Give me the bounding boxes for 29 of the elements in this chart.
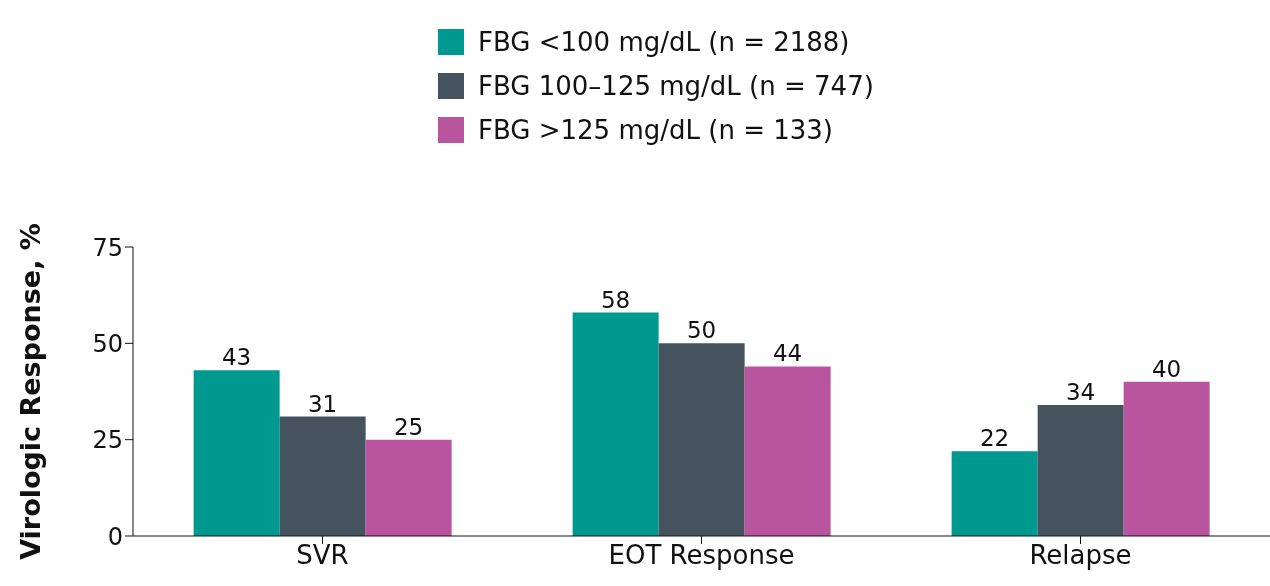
- y-tick-label: 0: [107, 522, 123, 551]
- data-label: 31: [308, 390, 338, 417]
- data-label: 40: [1152, 355, 1182, 382]
- data-label: 50: [687, 317, 717, 344]
- legend-label: FBG 100–125 mg/dL (n = 747): [478, 71, 874, 101]
- data-label: 22: [980, 425, 1010, 452]
- bar: [658, 343, 745, 536]
- bar: [572, 312, 659, 536]
- x-tick-label: Relapse: [1029, 540, 1132, 571]
- data-label: 25: [394, 413, 424, 440]
- legend-label: FBG <100 mg/dL (n = 2188): [478, 27, 850, 57]
- y-tick-label: 25: [92, 426, 123, 455]
- bar: [279, 416, 366, 536]
- y-tick-label: 75: [92, 233, 123, 262]
- bar: [1123, 381, 1210, 536]
- data-label: 44: [773, 340, 803, 367]
- data-label: 43: [222, 344, 252, 371]
- x-tick-label: SVR: [296, 540, 349, 571]
- y-tick-label: 50: [92, 329, 123, 358]
- legend-label: FBG >125 mg/dL (n = 133): [478, 115, 833, 145]
- y-axis-title: Virologic Response, %: [14, 223, 46, 560]
- bar: [1037, 404, 1124, 536]
- x-tick-label: EOT Response: [608, 540, 795, 571]
- bar: [193, 370, 280, 536]
- data-label: 34: [1066, 378, 1096, 405]
- bar: [744, 366, 831, 536]
- bar: [951, 451, 1038, 536]
- data-label: 58: [601, 286, 631, 313]
- bar: [365, 439, 452, 536]
